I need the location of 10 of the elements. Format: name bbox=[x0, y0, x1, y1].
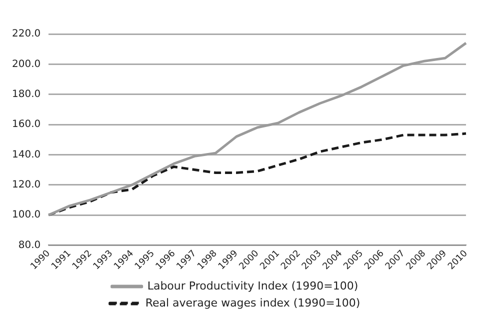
legend-label: Labour Productivity Index (1990=100) bbox=[147, 279, 358, 292]
legend-label: Real average wages index (1990=100) bbox=[145, 296, 360, 310]
y-tick-label: 160.0 bbox=[12, 119, 41, 130]
y-tick-label: 80.0 bbox=[18, 240, 41, 251]
y-tick-label: 100.0 bbox=[12, 210, 41, 221]
y-tick-label: 180.0 bbox=[12, 88, 41, 100]
y-tick-label: 200.0 bbox=[12, 58, 41, 70]
y-tick-label: 220.0 bbox=[12, 28, 41, 40]
y-tick-label: 140.0 bbox=[12, 149, 41, 160]
y-tick-label: 120.0 bbox=[12, 179, 41, 190]
